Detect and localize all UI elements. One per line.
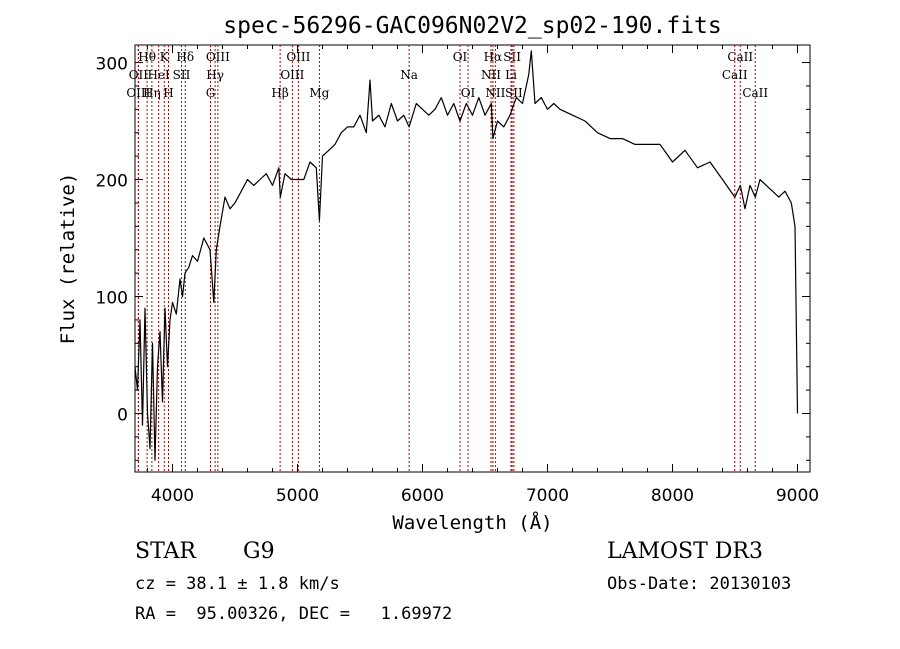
x-tick-label: 6000 <box>401 486 444 506</box>
spectral-line-label: SII <box>503 50 521 64</box>
x-tick-label: 5000 <box>276 486 319 506</box>
spectral-line-label: Na <box>400 68 418 82</box>
spectral-line-label: SII <box>505 86 523 100</box>
x-tick-label: 8000 <box>651 486 694 506</box>
spectral-line-label: Li <box>505 68 517 82</box>
spectral-line-label: CaII <box>722 68 748 82</box>
obs-date: Obs-Date: 20130103 <box>607 574 792 594</box>
spectrum-line <box>134 50 799 461</box>
spectral-line-label: SII <box>173 68 191 82</box>
spectral-subclass: G9 <box>243 539 275 564</box>
spectral-line-label: G <box>206 86 216 100</box>
spectral-line-label: Mg <box>309 86 329 100</box>
plot-frame <box>134 44 811 473</box>
redshift-value: cz = 38.1 ± 1.8 km/s <box>135 574 340 594</box>
spectral-line-label: CaII <box>742 86 768 100</box>
spectral-line-label: Hβ <box>271 86 288 100</box>
spectral-line-label: OI <box>453 50 468 64</box>
spectral-line-label: H <box>163 86 173 100</box>
x-tick-label: 4000 <box>151 486 194 506</box>
y-tick-label: 300 <box>96 55 128 75</box>
x-axis-label: Wavelength (Å) <box>392 511 552 534</box>
spectral-line-label: OIII <box>206 50 230 64</box>
survey-name: LAMOST DR3 <box>607 539 763 564</box>
spectral-line-label: HeI <box>147 68 170 82</box>
y-axis-label: Flux (relative) <box>57 173 79 345</box>
object-type: STAR <box>135 539 196 564</box>
spectral-line-label: OIII <box>286 50 310 64</box>
spectral-line-label: Hγ <box>206 68 224 82</box>
spectral-line-label: OIII <box>280 68 304 82</box>
spectral-line-label: Hδ <box>176 50 194 64</box>
spectral-line-label: K <box>160 50 170 64</box>
spectral-line-label: OI <box>461 86 476 100</box>
spectral-line-label: NII <box>481 68 501 82</box>
x-tick-label: 9000 <box>776 486 819 506</box>
x-tick-label: 7000 <box>526 486 569 506</box>
chart-title: spec-56296-GAC096N02V2_sp02-190.fits <box>223 13 722 39</box>
y-tick-label: 0 <box>117 406 128 426</box>
spectral-line-label: OIII <box>126 86 150 100</box>
spectral-line-label: NII <box>485 86 505 100</box>
y-tick-label: 200 <box>96 172 128 192</box>
spectrum-chart: spec-56296-GAC096N02V2_sp02-190.fits 4000… <box>57 13 819 534</box>
spectral-line-label: Hθ <box>138 50 156 64</box>
spectral-line-label: CaII <box>727 50 753 64</box>
y-tick-label: 100 <box>96 289 128 309</box>
spectral-line-label: Hα <box>484 50 503 64</box>
coordinates: RA = 95.00326, DEC = 1.69972 <box>135 604 453 624</box>
spectral-line-label: Hη <box>143 86 161 100</box>
